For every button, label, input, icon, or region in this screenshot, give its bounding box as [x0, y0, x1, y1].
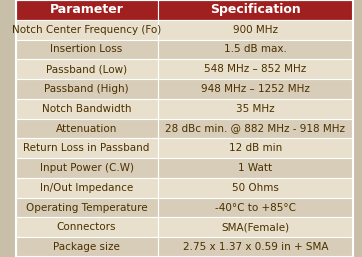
Text: Insertion Loss: Insertion Loss: [50, 44, 123, 54]
Bar: [16, 217, 157, 237]
Bar: [157, 20, 353, 40]
Bar: [157, 119, 353, 138]
Text: 1.5 dB max.: 1.5 dB max.: [224, 44, 287, 54]
Text: In/Out Impedance: In/Out Impedance: [40, 183, 133, 193]
Text: 12 dB min: 12 dB min: [229, 143, 282, 153]
Bar: [16, 138, 157, 158]
Text: Package size: Package size: [53, 242, 120, 252]
Bar: [157, 158, 353, 178]
Text: 948 MHz – 1252 MHz: 948 MHz – 1252 MHz: [201, 84, 310, 94]
Bar: [157, 40, 353, 59]
Text: Connectors: Connectors: [57, 222, 116, 232]
Text: Return Loss in Passband: Return Loss in Passband: [24, 143, 150, 153]
Bar: [16, 158, 157, 178]
Bar: [16, 198, 157, 217]
Bar: [157, 178, 353, 198]
Text: Specification: Specification: [210, 3, 301, 16]
Text: 900 MHz: 900 MHz: [233, 25, 278, 35]
Text: 1 Watt: 1 Watt: [239, 163, 273, 173]
Text: 548 MHz – 852 MHz: 548 MHz – 852 MHz: [204, 64, 307, 74]
Bar: [16, 79, 157, 99]
Text: 50 Ohms: 50 Ohms: [232, 183, 279, 193]
Bar: [16, 0, 157, 20]
Text: Operating Temperature: Operating Temperature: [26, 203, 147, 213]
Bar: [16, 237, 157, 257]
Text: Notch Bandwidth: Notch Bandwidth: [42, 104, 131, 114]
Bar: [157, 99, 353, 119]
Bar: [157, 138, 353, 158]
Bar: [157, 217, 353, 237]
Bar: [16, 99, 157, 119]
Text: Passband (High): Passband (High): [44, 84, 129, 94]
Bar: [16, 40, 157, 59]
Bar: [16, 178, 157, 198]
Text: -40°C to +85°C: -40°C to +85°C: [215, 203, 296, 213]
Bar: [157, 79, 353, 99]
Text: 2.75 x 1.37 x 0.59 in + SMA: 2.75 x 1.37 x 0.59 in + SMA: [183, 242, 328, 252]
Bar: [157, 0, 353, 20]
Text: 28 dBc min. @ 882 MHz - 918 MHz: 28 dBc min. @ 882 MHz - 918 MHz: [165, 124, 345, 133]
Bar: [157, 198, 353, 217]
Bar: [16, 119, 157, 138]
Text: Parameter: Parameter: [50, 3, 123, 16]
Bar: [16, 59, 157, 79]
Bar: [157, 237, 353, 257]
Text: 35 MHz: 35 MHz: [236, 104, 275, 114]
Text: Input Power (C.W): Input Power (C.W): [39, 163, 134, 173]
Text: Passband (Low): Passband (Low): [46, 64, 127, 74]
Bar: [157, 59, 353, 79]
Text: Notch Center Frequency (Fo): Notch Center Frequency (Fo): [12, 25, 161, 35]
Bar: [16, 20, 157, 40]
Text: SMA(Female): SMA(Female): [222, 222, 290, 232]
Text: Attenuation: Attenuation: [56, 124, 117, 133]
